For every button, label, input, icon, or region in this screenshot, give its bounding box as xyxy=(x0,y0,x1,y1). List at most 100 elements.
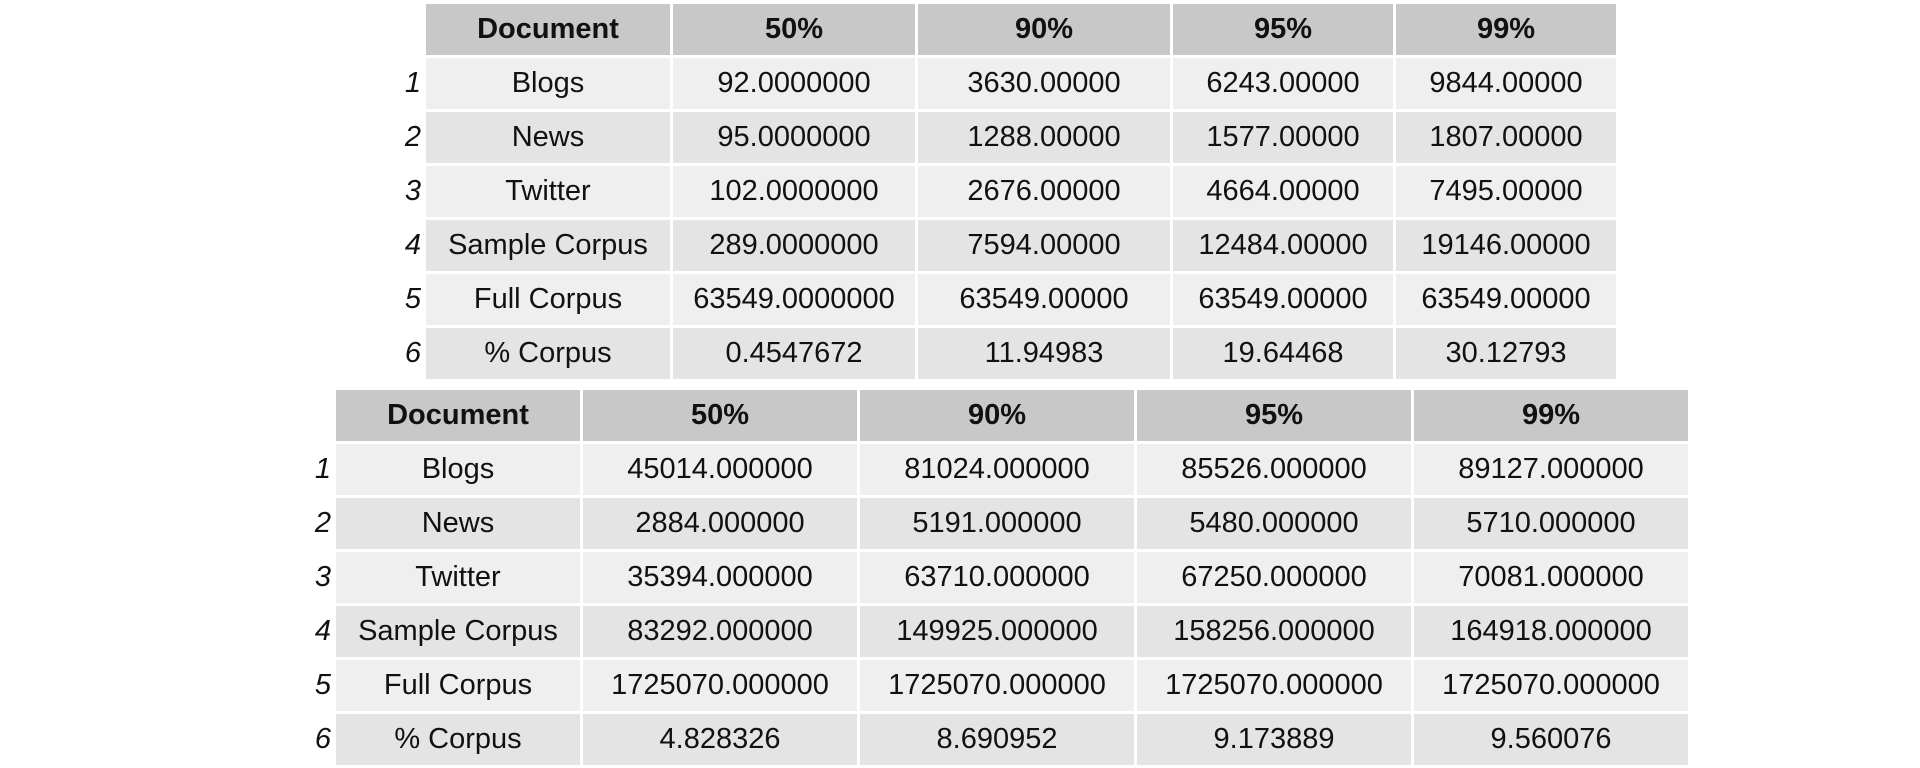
row-number: 5 xyxy=(287,660,333,711)
document-cell: % Corpus xyxy=(426,328,670,379)
value-cell: 95.0000000 xyxy=(673,112,915,163)
value-cell: 85526.000000 xyxy=(1137,444,1411,495)
column-header-document: Document xyxy=(426,4,670,55)
value-cell: 0.4547672 xyxy=(673,328,915,379)
document-cell: News xyxy=(336,498,580,549)
column-header-document: Document xyxy=(336,390,580,441)
row-number: 3 xyxy=(287,552,333,603)
value-cell: 149925.000000 xyxy=(860,606,1134,657)
value-cell: 2884.000000 xyxy=(583,498,857,549)
value-cell: 63549.00000 xyxy=(918,274,1170,325)
value-cell: 9.173889 xyxy=(1137,714,1411,765)
value-cell: 83292.000000 xyxy=(583,606,857,657)
value-cell: 67250.000000 xyxy=(1137,552,1411,603)
column-header-50: 50% xyxy=(583,390,857,441)
row-number: 6 xyxy=(287,714,333,765)
value-cell: 289.0000000 xyxy=(673,220,915,271)
value-cell: 2676.00000 xyxy=(918,166,1170,217)
value-cell: 30.12793 xyxy=(1396,328,1616,379)
row-number: 2 xyxy=(287,498,333,549)
row-number: 4 xyxy=(287,606,333,657)
column-header-99: 99% xyxy=(1396,4,1616,55)
row-number: 3 xyxy=(377,166,423,217)
value-cell: 158256.000000 xyxy=(1137,606,1411,657)
row-number: 5 xyxy=(377,274,423,325)
value-cell: 63549.0000000 xyxy=(673,274,915,325)
document-cell: Blogs xyxy=(336,444,580,495)
column-header-99: 99% xyxy=(1414,390,1688,441)
table-row: 3 Twitter 102.0000000 2676.00000 4664.00… xyxy=(377,166,1616,217)
table-row: 4 Sample Corpus 289.0000000 7594.00000 1… xyxy=(377,220,1616,271)
value-cell: 4664.00000 xyxy=(1173,166,1393,217)
value-cell: 1725070.000000 xyxy=(860,660,1134,711)
value-cell: 1577.00000 xyxy=(1173,112,1393,163)
value-cell: 89127.000000 xyxy=(1414,444,1688,495)
value-cell: 1725070.000000 xyxy=(1414,660,1688,711)
value-cell: 7495.00000 xyxy=(1396,166,1616,217)
column-header-90: 90% xyxy=(860,390,1134,441)
column-header-90: 90% xyxy=(918,4,1170,55)
value-cell: 1725070.000000 xyxy=(1137,660,1411,711)
table-row: 4 Sample Corpus 83292.000000 149925.0000… xyxy=(287,606,1688,657)
corner-cell xyxy=(287,390,333,441)
document-cell: Twitter xyxy=(426,166,670,217)
value-cell: 164918.000000 xyxy=(1414,606,1688,657)
percentile-table-1: Document 50% 90% 95% 99% 1 Blogs 92.0000… xyxy=(374,1,1619,382)
value-cell: 70081.000000 xyxy=(1414,552,1688,603)
value-cell: 19146.00000 xyxy=(1396,220,1616,271)
row-number: 1 xyxy=(287,444,333,495)
value-cell: 63710.000000 xyxy=(860,552,1134,603)
value-cell: 5710.000000 xyxy=(1414,498,1688,549)
corner-cell xyxy=(377,4,423,55)
value-cell: 4.828326 xyxy=(583,714,857,765)
table-row: 1 Blogs 92.0000000 3630.00000 6243.00000… xyxy=(377,58,1616,109)
value-cell: 8.690952 xyxy=(860,714,1134,765)
value-cell: 5191.000000 xyxy=(860,498,1134,549)
value-cell: 102.0000000 xyxy=(673,166,915,217)
document-cell: Sample Corpus xyxy=(336,606,580,657)
table-row: 3 Twitter 35394.000000 63710.000000 6725… xyxy=(287,552,1688,603)
value-cell: 11.94983 xyxy=(918,328,1170,379)
value-cell: 1288.00000 xyxy=(918,112,1170,163)
table-row: 5 Full Corpus 63549.0000000 63549.00000 … xyxy=(377,274,1616,325)
document-cell: Full Corpus xyxy=(336,660,580,711)
column-header-95: 95% xyxy=(1137,390,1411,441)
value-cell: 35394.000000 xyxy=(583,552,857,603)
value-cell: 1725070.000000 xyxy=(583,660,857,711)
document-cell: % Corpus xyxy=(336,714,580,765)
row-number: 6 xyxy=(377,328,423,379)
document-cell: Sample Corpus xyxy=(426,220,670,271)
value-cell: 9.560076 xyxy=(1414,714,1688,765)
document-cell: Blogs xyxy=(426,58,670,109)
document-cell: Full Corpus xyxy=(426,274,670,325)
value-cell: 3630.00000 xyxy=(918,58,1170,109)
column-header-95: 95% xyxy=(1173,4,1393,55)
table-row: 6 % Corpus 0.4547672 11.94983 19.64468 3… xyxy=(377,328,1616,379)
table-row: 2 News 95.0000000 1288.00000 1577.00000 … xyxy=(377,112,1616,163)
document-cell: Twitter xyxy=(336,552,580,603)
row-number: 4 xyxy=(377,220,423,271)
value-cell: 92.0000000 xyxy=(673,58,915,109)
table-row: 2 News 2884.000000 5191.000000 5480.0000… xyxy=(287,498,1688,549)
value-cell: 12484.00000 xyxy=(1173,220,1393,271)
value-cell: 7594.00000 xyxy=(918,220,1170,271)
value-cell: 63549.00000 xyxy=(1396,274,1616,325)
table-row: 5 Full Corpus 1725070.000000 1725070.000… xyxy=(287,660,1688,711)
column-header-50: 50% xyxy=(673,4,915,55)
value-cell: 81024.000000 xyxy=(860,444,1134,495)
table-row: 1 Blogs 45014.000000 81024.000000 85526.… xyxy=(287,444,1688,495)
value-cell: 5480.000000 xyxy=(1137,498,1411,549)
row-number: 2 xyxy=(377,112,423,163)
value-cell: 45014.000000 xyxy=(583,444,857,495)
value-cell: 9844.00000 xyxy=(1396,58,1616,109)
header-row: Document 50% 90% 95% 99% xyxy=(287,390,1688,441)
document-cell: News xyxy=(426,112,670,163)
percentile-table-2: Document 50% 90% 95% 99% 1 Blogs 45014.0… xyxy=(284,387,1691,768)
table-row: 6 % Corpus 4.828326 8.690952 9.173889 9.… xyxy=(287,714,1688,765)
value-cell: 1807.00000 xyxy=(1396,112,1616,163)
value-cell: 19.64468 xyxy=(1173,328,1393,379)
row-number: 1 xyxy=(377,58,423,109)
header-row: Document 50% 90% 95% 99% xyxy=(377,4,1616,55)
value-cell: 63549.00000 xyxy=(1173,274,1393,325)
value-cell: 6243.00000 xyxy=(1173,58,1393,109)
